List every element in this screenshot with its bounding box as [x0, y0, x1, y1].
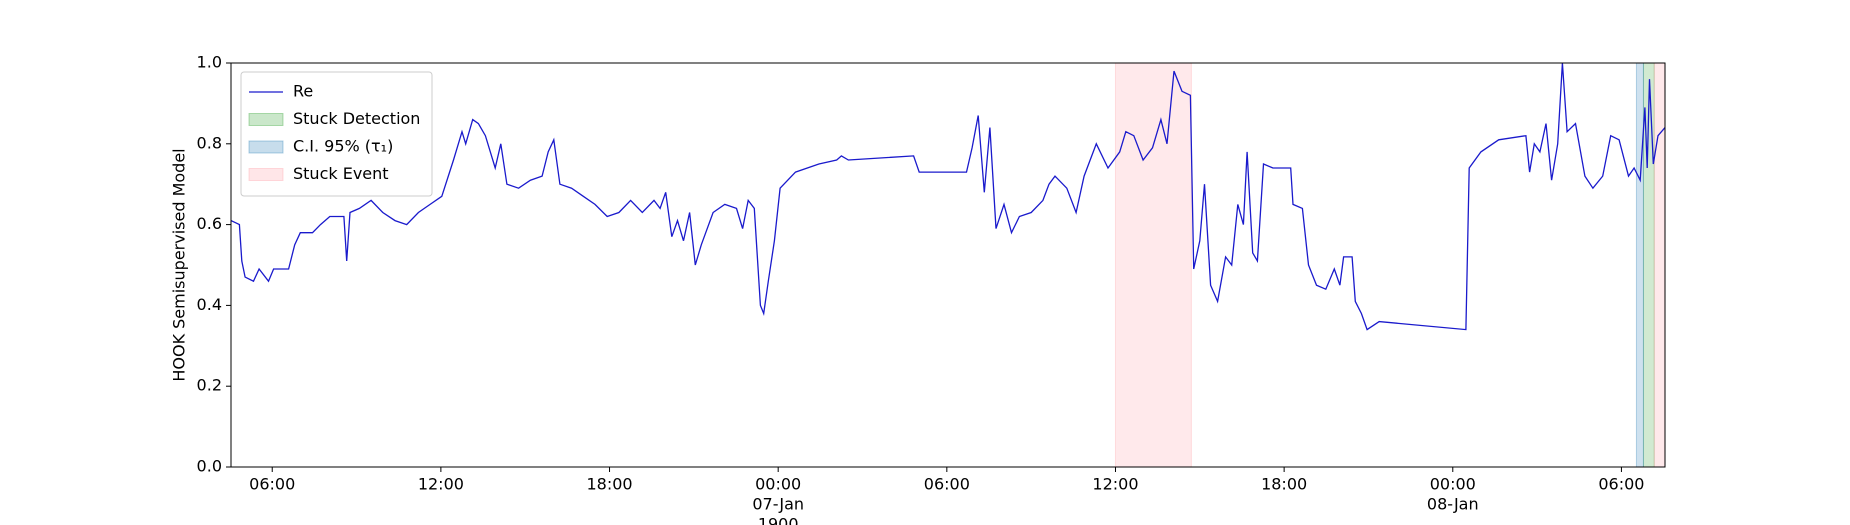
x-tick-label: 18:00 — [1261, 475, 1307, 494]
x-tick-label: 06:00 — [249, 475, 295, 494]
legend-label: Re — [293, 82, 313, 101]
series-line — [230, 62, 1666, 331]
legend-swatch — [248, 168, 284, 181]
x-tick-label: 07-Jan — [752, 495, 804, 514]
plot-frame — [230, 62, 1666, 468]
legend-swatch — [248, 113, 284, 126]
legend-label: C.I. 95% (τ₁) — [293, 137, 393, 156]
x-tick-label: 18:00 — [586, 475, 632, 494]
legend-swatch — [248, 140, 284, 154]
region-span — [1635, 62, 1644, 468]
x-tick-label: 06:00 — [924, 475, 970, 494]
x-tick-label: 12:00 — [418, 475, 464, 494]
x-tick-label: 1900 — [758, 515, 799, 525]
x-tick-label: 08-Jan — [1427, 495, 1479, 514]
x-tick-label: 00:00 — [755, 475, 801, 494]
legend-label: Stuck Detection — [293, 109, 420, 128]
x-tick-label: 06:00 — [1598, 475, 1644, 494]
y-axis-label: HOOK Semisupervised Model — [170, 148, 189, 381]
y-tick-label: 0.0 — [197, 457, 222, 476]
y-tick-label: 0.8 — [197, 133, 222, 152]
x-tick-label: 00:00 — [1430, 475, 1476, 494]
region-span — [1114, 62, 1192, 468]
y-tick-label: 0.2 — [197, 376, 222, 395]
y-tick-label: 0.6 — [197, 214, 222, 233]
legend-label: Stuck Event — [293, 164, 389, 183]
x-tick-label: 12:00 — [1092, 475, 1138, 494]
y-tick-label: 0.4 — [197, 295, 222, 314]
region-span — [1653, 62, 1666, 468]
y-tick-label: 1.0 — [197, 53, 222, 72]
legend-box — [240, 71, 433, 197]
